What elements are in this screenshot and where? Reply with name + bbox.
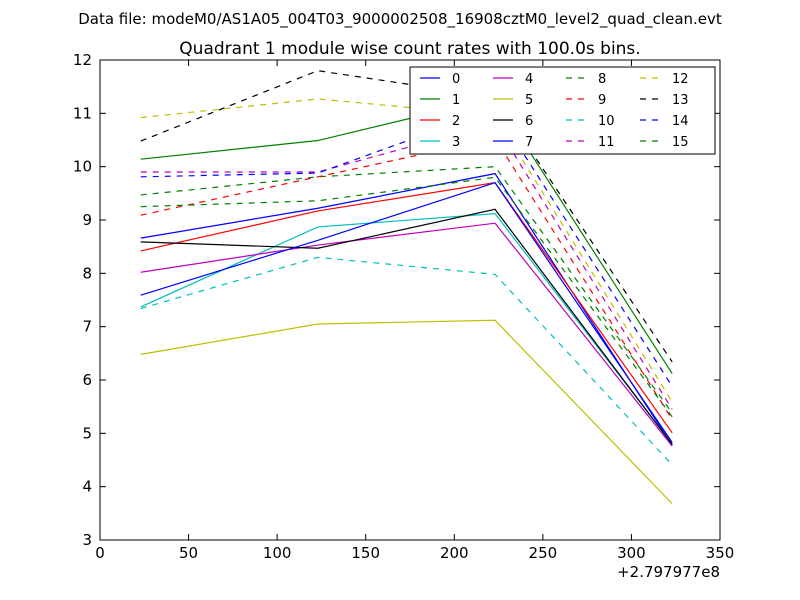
series-group	[140, 70, 673, 505]
series-line-9	[140, 137, 673, 420]
legend-label-5: 5	[525, 93, 533, 108]
legend-label-10: 10	[598, 114, 615, 129]
plot-frame	[99, 59, 721, 541]
x-tick-label: 150	[351, 544, 380, 562]
legend-label-9: 9	[598, 93, 606, 108]
series-line-8	[140, 166, 673, 414]
series-line-12	[140, 98, 673, 403]
y-tick-label: 6	[82, 371, 92, 389]
series-line-15	[140, 176, 673, 418]
series-line-1	[140, 97, 673, 374]
legend-label-13: 13	[672, 93, 689, 108]
y-tick-label: 4	[82, 478, 92, 496]
chart-title: Quadrant 1 module wise count rates with …	[179, 39, 640, 59]
y-tick-label: 7	[82, 318, 92, 336]
x-tick-label: 250	[529, 544, 558, 562]
x-axis: 0 50 100 150 200 250 300 350	[95, 60, 734, 562]
y-tick-label: 8	[82, 264, 92, 282]
legend-frame	[409, 66, 716, 155]
legend-label-7: 7	[525, 135, 533, 150]
x-tick-label: 100	[263, 544, 292, 562]
x-tick-label: 50	[179, 544, 198, 562]
legend-label-2: 2	[452, 114, 460, 129]
y-tick-label: 11	[73, 104, 92, 122]
legend-label-15: 15	[672, 135, 689, 150]
y-tick-label: 3	[82, 531, 92, 549]
y-tick-label: 9	[82, 211, 92, 229]
series-line-11	[140, 122, 673, 410]
legend-label-12: 12	[672, 72, 689, 87]
series-line-6	[140, 208, 673, 445]
series-line-3	[140, 212, 673, 445]
series-line-13	[140, 70, 673, 363]
x-tick-label: 200	[440, 544, 469, 562]
series-line-5	[140, 319, 673, 505]
x-offset-label: +2.797977e8	[617, 563, 720, 581]
legend-label-4: 4	[525, 72, 533, 87]
legend-label-1: 1	[452, 93, 460, 108]
legend-label-11: 11	[598, 135, 615, 150]
legend-label-0: 0	[452, 72, 460, 87]
series-line-0	[140, 172, 673, 446]
legend-label-3: 3	[452, 135, 460, 150]
series-line-10	[140, 256, 673, 466]
y-tick-label: 12	[73, 51, 92, 69]
x-tick-label: 350	[706, 544, 735, 562]
x-tick-label: 300	[617, 544, 646, 562]
series-line-2	[140, 182, 673, 434]
series-line-4	[140, 222, 673, 447]
legend-label-6: 6	[525, 114, 533, 129]
y-tick-label: 10	[73, 158, 92, 176]
legend-label-14: 14	[672, 114, 689, 129]
figure-suptitle: Data file: modeM0/AS1A05_004T03_90000025…	[78, 10, 722, 29]
x-tick-label: 0	[95, 544, 105, 562]
series-line-14	[140, 108, 673, 387]
series-line-7	[140, 181, 673, 443]
y-tick-label: 5	[82, 424, 92, 442]
legend-label-8: 8	[598, 72, 606, 87]
